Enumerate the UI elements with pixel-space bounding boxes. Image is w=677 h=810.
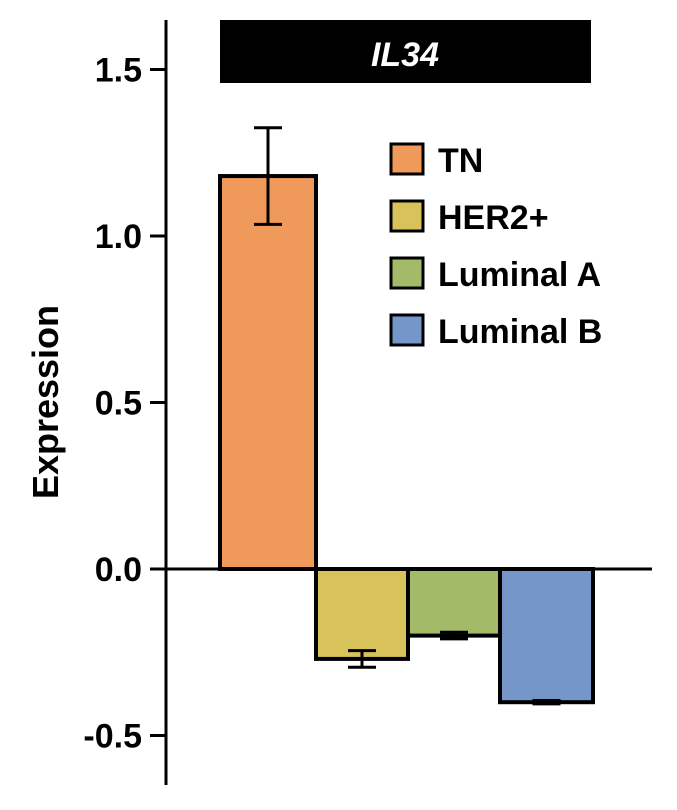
legend-label: TN bbox=[438, 142, 483, 180]
bars-group bbox=[218, 174, 595, 705]
error-bars-group bbox=[254, 126, 561, 706]
bar-her2- bbox=[314, 567, 410, 661]
y-tick-label: 1.0 bbox=[95, 218, 142, 256]
legend: TN HER2+ Luminal A Luminal B bbox=[389, 142, 602, 351]
bar-luminal-a bbox=[406, 567, 502, 638]
y-axis-ticks: 1.5 1.0 0.5 0.0 -0.5 bbox=[83, 52, 166, 756]
y-tick-label: -0.5 bbox=[83, 718, 142, 756]
chart-title: IL34 bbox=[371, 36, 439, 74]
legend-label: HER2+ bbox=[438, 199, 549, 237]
title-banner bbox=[220, 20, 591, 83]
y-tick-label: 0.5 bbox=[95, 385, 142, 423]
y-tick-label: 0.0 bbox=[95, 551, 142, 589]
legend-swatch bbox=[389, 313, 425, 347]
legend-label: Luminal B bbox=[438, 313, 602, 351]
legend-swatch bbox=[389, 256, 425, 290]
y-tick-label: 1.5 bbox=[95, 52, 142, 90]
legend-swatch bbox=[389, 199, 425, 233]
legend-swatch bbox=[389, 142, 425, 176]
y-axis-label: Expression bbox=[25, 305, 66, 499]
bar-luminal-b bbox=[498, 567, 595, 705]
bar-tn bbox=[218, 174, 318, 571]
legend-label: Luminal A bbox=[438, 256, 601, 294]
